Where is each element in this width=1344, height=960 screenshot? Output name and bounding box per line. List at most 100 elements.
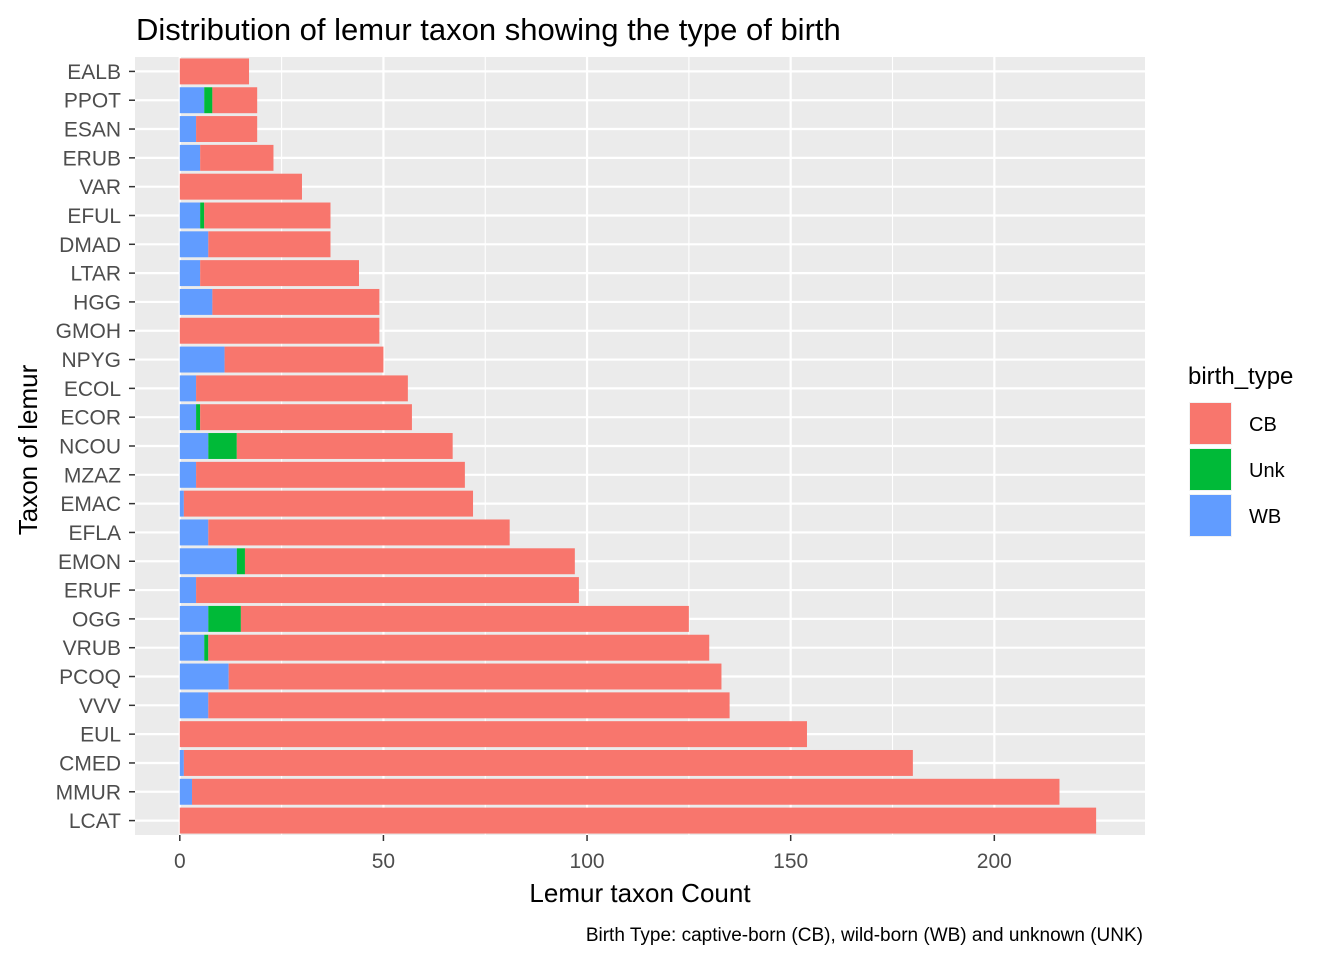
bar-cb-efla (208, 519, 510, 546)
x-tick-label: 50 (372, 850, 395, 873)
y-tick-label: HGG (73, 291, 121, 314)
y-tick-label: VAR (79, 176, 121, 199)
bar-wb-vrub (179, 634, 205, 661)
y-tick-label: ERUB (63, 147, 121, 170)
y-tick-label: NPYG (61, 349, 121, 372)
bar-cb-dmad (208, 231, 331, 258)
bar-cb-eful (204, 202, 331, 229)
bar-wb-mzaz (179, 461, 197, 488)
bar-cb-esan (196, 116, 258, 143)
bar-cb-ecol (196, 375, 408, 402)
bar-cb-emon (244, 548, 575, 575)
bar-cb-vrub (208, 634, 710, 661)
bar-cb-ecor (200, 404, 412, 431)
bar-cb-lcat (179, 807, 1097, 834)
chart-title: Distribution of lemur taxon showing the … (136, 12, 841, 47)
bar-cb-hgg (212, 288, 380, 315)
y-tick-label: EFLA (68, 522, 121, 545)
legend-label-wb: WB (1249, 506, 1281, 528)
bar-cb-ltar (200, 260, 359, 287)
bar-wb-emac (179, 490, 184, 517)
bar-cb-pcoq (228, 663, 722, 690)
bar-wb-ncou (179, 433, 209, 459)
legend-label-cb: CB (1249, 414, 1277, 436)
bar-wb-cmed (179, 749, 184, 776)
bar-cb-gmoh (179, 317, 380, 344)
bar-cb-mmur (192, 778, 1060, 805)
bar-cb-ncou (236, 433, 453, 459)
y-tick-label: EALB (67, 61, 121, 84)
y-tick-label: EFUL (67, 205, 121, 228)
y-tick-label: OGG (72, 608, 121, 631)
y-tick-label: EMON (58, 551, 121, 574)
bar-unk-ogg (208, 605, 241, 632)
bar-wb-dmad (179, 231, 209, 258)
bar-cb-npyg (224, 346, 384, 373)
legend-label-unk: Unk (1249, 460, 1286, 482)
legend-swatch-wb (1190, 495, 1231, 536)
y-tick-label: EUL (80, 724, 121, 747)
bar-wb-mmur (179, 778, 193, 805)
bar-wb-ecor (179, 404, 197, 431)
y-tick-label: LTAR (70, 263, 121, 286)
legend-title: birth_type (1188, 363, 1293, 390)
y-tick-label: VRUB (63, 637, 121, 660)
bar-wb-emon (179, 548, 237, 575)
y-tick-label: ERUF (64, 580, 121, 603)
x-tick-label: 100 (570, 850, 605, 873)
bar-cb-erub (200, 144, 274, 171)
y-tick-label: LCAT (69, 810, 121, 833)
bar-wb-pcoq (179, 663, 229, 690)
bar-unk-eful (200, 202, 205, 229)
bar-wb-ogg (179, 605, 209, 632)
y-tick-label: CMED (59, 752, 121, 775)
y-axis: EALB PPOT ESAN ERUB VAR EFUL DMAD LTAR HGG GMOH NP… (56, 61, 135, 833)
bar-unk-vrub (204, 634, 209, 661)
y-axis-title: Taxon of lemur (13, 364, 43, 535)
bar-wb-eful (179, 202, 201, 229)
y-tick-label: ECOL (64, 378, 121, 401)
grid-major (135, 57, 1145, 835)
bar-wb-vvv (179, 692, 209, 719)
x-tick-label: 150 (773, 850, 808, 873)
bar-wb-ltar (179, 260, 201, 287)
y-tick-label: PPOT (64, 90, 121, 113)
y-tick-label: ESAN (64, 119, 121, 142)
bar-unk-ppot (204, 87, 213, 114)
y-tick-label: ECOR (60, 407, 121, 430)
x-tick-label: 200 (977, 850, 1012, 873)
legend: birth_type CB Unk WB (1188, 363, 1293, 537)
bar-cb-ogg (240, 605, 689, 632)
bar-wb-ecol (179, 375, 197, 402)
y-tick-label: PCOQ (59, 666, 121, 689)
bars (179, 58, 1097, 834)
legend-swatch-unk (1190, 449, 1231, 490)
bar-cb-ppot (212, 87, 258, 114)
legend-swatch-cb (1190, 403, 1231, 444)
bar-cb-vvv (208, 692, 730, 719)
bar-wb-hgg (179, 288, 213, 315)
bar-cb-mzaz (196, 461, 465, 488)
bar-wb-ppot (179, 87, 205, 114)
y-tick-label: DMAD (59, 234, 121, 257)
bar-wb-erub (179, 144, 201, 171)
bar-cb-eul (179, 721, 807, 748)
bar-wb-eruf (179, 577, 197, 604)
bar-wb-efla (179, 519, 209, 546)
bar-unk-ncou (208, 433, 237, 459)
bar-wb-npyg (179, 346, 225, 373)
x-tick-label: 0 (174, 850, 186, 873)
y-tick-label: EMAC (60, 493, 121, 516)
bar-cb-ealb (179, 58, 250, 85)
y-tick-label: NCOU (59, 436, 121, 459)
x-axis: 0 50 100 150 200 (174, 835, 1012, 873)
bar-cb-var (179, 173, 302, 200)
y-tick-label: GMOH (56, 320, 121, 343)
bar-cb-eruf (196, 577, 579, 604)
bar-wb-esan (179, 116, 197, 143)
bar-unk-emon (236, 548, 245, 575)
chart-caption: Birth Type: captive-born (CB), wild-born… (586, 925, 1143, 946)
x-axis-title: Lemur taxon Count (529, 878, 751, 908)
y-tick-label: VVV (79, 695, 121, 718)
